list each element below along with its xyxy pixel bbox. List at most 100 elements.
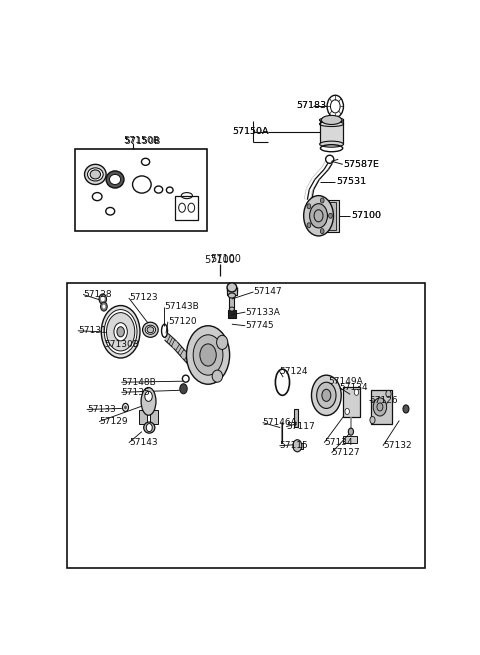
Circle shape [145,391,152,402]
Text: 57150A: 57150A [232,127,268,136]
Polygon shape [165,333,177,348]
Bar [175,196,198,220]
Circle shape [403,405,409,413]
Text: 57120: 57120 [168,317,196,326]
Circle shape [317,383,336,409]
Text: 57134: 57134 [324,438,353,447]
Circle shape [348,428,353,435]
Circle shape [104,310,137,354]
Text: 57100: 57100 [204,255,235,265]
Bar [294,409,298,426]
Text: 57126: 57126 [370,396,398,405]
Text: 57143: 57143 [129,438,157,447]
Text: 57127: 57127 [332,448,360,457]
Text: 57100: 57100 [211,254,241,264]
Bar [320,120,344,144]
Text: 57123: 57123 [129,293,157,303]
Ellipse shape [84,164,106,185]
Circle shape [320,198,324,203]
Text: 57183: 57183 [296,102,326,110]
Ellipse shape [320,141,344,147]
Ellipse shape [87,168,103,181]
Text: 57745: 57745 [245,321,274,330]
Circle shape [124,405,127,409]
Text: 57143B: 57143B [164,302,199,311]
Ellipse shape [106,171,124,188]
Bar [139,410,147,424]
Text: 57149A: 57149A [328,377,362,386]
Text: 57147: 57147 [253,288,282,297]
Text: 57128: 57128 [83,290,112,299]
Circle shape [345,409,349,415]
Circle shape [107,312,135,351]
Bar [319,200,339,232]
Text: 57133: 57133 [87,405,116,414]
Ellipse shape [145,326,156,334]
Circle shape [146,424,152,432]
Bar [229,296,234,309]
Text: 57183: 57183 [296,102,326,110]
Text: 57117: 57117 [286,422,315,431]
Circle shape [329,214,332,218]
Text: 57150B: 57150B [123,136,160,145]
Text: 57531: 57531 [336,178,366,187]
Circle shape [193,335,223,375]
Circle shape [307,204,311,209]
Text: 57587E: 57587E [344,160,379,170]
Polygon shape [182,352,194,367]
Circle shape [373,398,386,416]
Ellipse shape [228,293,236,298]
Circle shape [377,403,383,411]
Circle shape [293,440,302,452]
Circle shape [186,326,229,384]
Bar [371,390,392,424]
Text: 57129: 57129 [99,417,128,426]
Text: 57132: 57132 [383,441,411,450]
Text: 57100: 57100 [351,212,381,220]
Text: 57150B: 57150B [124,137,161,145]
Text: 57124: 57124 [279,367,308,375]
Text: 57134: 57134 [339,383,368,392]
Circle shape [312,375,341,415]
Text: 57587E: 57587E [344,160,379,170]
Text: 57115: 57115 [279,441,308,450]
Ellipse shape [144,422,155,433]
Ellipse shape [141,388,156,415]
Bar [295,443,303,449]
Circle shape [322,389,331,402]
Circle shape [307,223,311,228]
Circle shape [117,327,124,337]
Text: 57150A: 57150A [232,127,268,136]
Circle shape [304,196,334,236]
Circle shape [200,344,216,366]
Bar [344,387,360,417]
Circle shape [101,305,140,358]
Circle shape [114,323,127,341]
Bar [343,436,357,443]
Circle shape [101,297,105,301]
Ellipse shape [321,115,342,124]
Bar [75,149,207,231]
Ellipse shape [90,170,100,179]
Ellipse shape [109,174,120,185]
Ellipse shape [227,283,237,292]
Ellipse shape [143,322,158,337]
Circle shape [180,384,187,394]
Text: 57131: 57131 [78,326,107,335]
Ellipse shape [212,370,223,383]
Circle shape [354,389,359,396]
Bar [150,410,158,424]
Polygon shape [190,360,200,374]
Circle shape [310,204,327,228]
Circle shape [100,302,107,311]
Text: 57148B: 57148B [121,378,156,386]
Text: 57100: 57100 [351,212,381,220]
Bar [228,310,236,318]
Text: 57130B: 57130B [105,341,140,349]
Circle shape [386,390,391,398]
Ellipse shape [216,335,228,349]
Polygon shape [173,342,186,358]
Circle shape [370,417,375,424]
Circle shape [320,229,324,234]
Ellipse shape [229,307,234,311]
